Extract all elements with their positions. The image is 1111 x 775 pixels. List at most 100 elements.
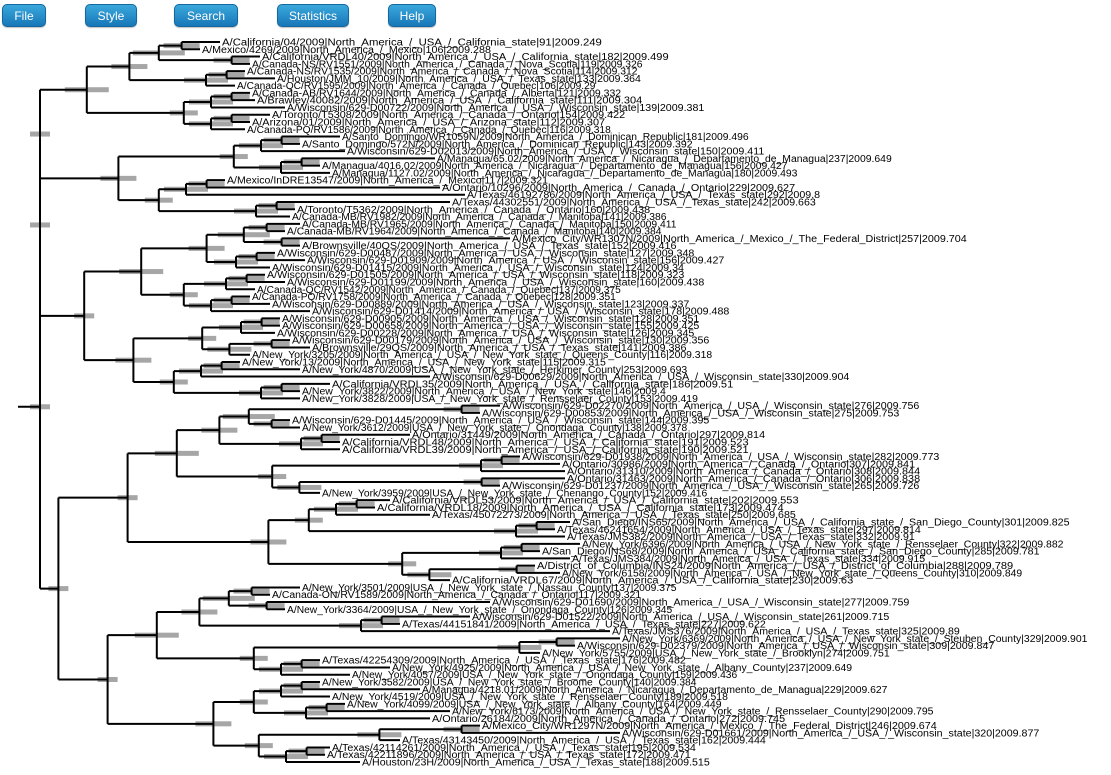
tip-label[interactable]: A/Santo_Domingo/572N/2009|North_America_…: [302, 139, 693, 150]
tip-label[interactable]: A/California/VRDL67/2009|North_America_/…: [452, 576, 854, 587]
tip-label[interactable]: A/Canada-MB/RV1965/2009|North_America_/_…: [302, 219, 677, 230]
tip-label[interactable]: A/Wisconsin/629-D00853/2009|North_Americ…: [482, 408, 900, 419]
tip-label[interactable]: A/Canada-MB/RV1982/2009|North_America_/_…: [292, 212, 667, 223]
tip-label[interactable]: A/Ontario/26184/2009|North_America_/_Can…: [432, 714, 786, 725]
tip-label[interactable]: A/Wisconsin/629-D00179/2009|North_Americ…: [292, 336, 710, 347]
style-menu-button[interactable]: Style: [85, 4, 137, 27]
tip-label[interactable]: A/Managua/4218.01/2009|North_America_/_N…: [422, 685, 888, 696]
statistics-menu-button[interactable]: Statistics: [277, 4, 349, 27]
tip-label[interactable]: A/New_York/3612/2009|USA_/_New_York_stat…: [302, 423, 688, 434]
tip-label[interactable]: A/Texas/44302551/2009|North_America_/_US…: [452, 198, 816, 209]
help-menu-button[interactable]: Help: [388, 4, 436, 27]
tip-label[interactable]: A/Wisconsin/629-D00889/2009|North_Americ…: [272, 299, 690, 310]
tip-label[interactable]: A/New_York/6396/2009|North_America_/_USA…: [582, 539, 1064, 550]
tip-label[interactable]: A/Managua/4016.02/2009|North_America_/_N…: [322, 161, 788, 172]
tip-label[interactable]: A/Canada-QC/RV1542/2009|North_America_/_…: [257, 285, 621, 296]
tip-label[interactable]: A/New_York/3959/2009|USA_/_New_York_stat…: [322, 488, 708, 499]
tip-label[interactable]: A/Texas/44151841/2009|North_America_/_US…: [402, 619, 766, 630]
tip-label[interactable]: A/New_York/4925/2009|North_America_/_USA…: [392, 663, 853, 674]
tip-label[interactable]: A/New_York/3582/2009|USA_/_New_York_stat…: [322, 678, 697, 689]
tip-label[interactable]: A/San_Diego/INS65/2009|North_America_/_U…: [572, 518, 1070, 529]
tip-label[interactable]: A/Ontario/31449/2009|North_America_/_Can…: [412, 430, 766, 441]
tip-label[interactable]: A/New_York/4519/2009|USA_/_New_York_stat…: [332, 692, 728, 703]
tip-label[interactable]: A/Wisconsin/629-D01522/2009|North_Americ…: [472, 612, 890, 623]
tip-label[interactable]: A/Managua/65.02/2009|North_America_/_Nic…: [437, 154, 892, 165]
tip-label[interactable]: A/Houston/JMM_10/2009|North_America_/_US…: [277, 74, 641, 85]
tip-label[interactable]: A/Canada-AB/RV1644/2009|North_America_/_…: [252, 88, 622, 99]
tip-label[interactable]: A/Managua/1127.02/2009|North_America_/_N…: [332, 168, 798, 179]
tip-label[interactable]: A/Canada-MB/RV1964/2009|North_America_/_…: [287, 227, 662, 238]
tip-label[interactable]: A/California/VRDL40/2009|North_America_/…: [262, 52, 669, 63]
tip-label[interactable]: A/California/VRDL18/2009|North_America_/…: [377, 503, 784, 514]
tip-label[interactable]: A/New_York/5755/2009|USA_/_New_York_stat…: [542, 648, 890, 659]
tip-label[interactable]: A/New_York/13/2009|North_America_/_USA_/…: [242, 358, 606, 369]
tip-label[interactable]: A/Wisconsin/629-D02379/2009|North_Americ…: [577, 641, 995, 652]
tip-label[interactable]: A/Texas/43143450/2009|North_America_/_US…: [402, 736, 766, 747]
tip-label[interactable]: A/Brownsville/40QS/2009|North_America_/_…: [302, 241, 677, 252]
tip-label[interactable]: A/Texas/42254309/2009|North_America_/_US…: [322, 656, 686, 667]
tip-label[interactable]: A/Arizona/01/2009|North_America_/_USA_/_…: [252, 118, 606, 129]
tip-label[interactable]: A/Texas/JMS384/2009|North_America_/_USA_…: [572, 554, 926, 565]
tip-label[interactable]: A/New_York/4057/2009|USA_/_New_York_stat…: [352, 670, 738, 681]
tip-label[interactable]: A/New_York/6158/2009|North_America_/_USA…: [562, 568, 1023, 579]
tip-label[interactable]: A/Toronto/T5362/2009|North_America_/_Can…: [297, 205, 651, 216]
tip-label[interactable]: A/Wisconsin/629-D01938/2009|North_Americ…: [522, 452, 940, 463]
tip-label[interactable]: A/Canada-QC/RV1595/2009|North_America_/_…: [237, 81, 596, 92]
tip-label[interactable]: A/Texas/46241654/2009|North_America_/_US…: [557, 525, 921, 536]
tip-label[interactable]: A/Wisconsin/629-D00722/2009|North_Americ…: [287, 103, 705, 114]
tip-label[interactable]: A/Wisconsin/629-D01199/2009|North_Americ…: [287, 278, 705, 289]
tip-label[interactable]: A/New_York/3205/2009|North_America_/_USA…: [252, 350, 713, 361]
tip-label[interactable]: A/Canada-ON/RV1589/2009|North_America_/_…: [272, 590, 642, 601]
tip-label[interactable]: A/California/VRDL48/2009|North_America_/…: [342, 438, 749, 449]
tip-label[interactable]: A/Wisconsin/629-D00228/2009|North_Americ…: [277, 328, 695, 339]
tip-label[interactable]: A/Wisconsin/629-D00487/2009|North_Americ…: [277, 248, 695, 259]
tip-label[interactable]: A/District_of_Columbia/INS24/2009|North_…: [537, 561, 1014, 572]
tip-label[interactable]: A/Mexico/4269/2009|North_America_/_Mexic…: [202, 45, 491, 56]
tip-label[interactable]: A/Texas/45072273/2009|North_America_/_US…: [432, 510, 796, 521]
tip-label[interactable]: A/New_York/3828/2009|USA_/_New_York_stat…: [302, 394, 698, 405]
tip-label[interactable]: A/Canada-PQ/RV1586/2009|North_America_/_…: [247, 125, 611, 136]
tip-label[interactable]: A/California/VRDL39/2009|North_America_/…: [342, 445, 749, 456]
tip-label[interactable]: A/New_York/6369/2009|North_America_/_USA…: [622, 634, 1088, 645]
tip-label[interactable]: A/New_York/3501/2009|USA_/_New_York_stat…: [302, 583, 677, 594]
tip-label[interactable]: A/Brownsville/29QS/2009|North_America_/_…: [312, 343, 687, 354]
tip-label[interactable]: A/Wisconsin/629-D01661/2009|North_Americ…: [622, 728, 1040, 739]
tip-label[interactable]: A/Brawley/40082/2009|North_America_/_USA…: [257, 96, 643, 107]
tip-label[interactable]: A/Texas/42211896/2009|North_America_/_US…: [327, 750, 691, 761]
tip-label[interactable]: A/California/VRDL35/2009|North_America_/…: [332, 379, 734, 390]
tip-label[interactable]: A/Ontario/30986/2009|North_America_/_Can…: [562, 459, 916, 470]
tip-label[interactable]: A/Wisconsin/629-D01414/2009|North_Americ…: [312, 307, 730, 318]
tip-label[interactable]: A/New_York/3822/2009|North_America_/_USA…: [302, 387, 666, 398]
tip-label[interactable]: A/Texas/46192786/2009|North_America_/_US…: [467, 190, 821, 201]
file-menu-button[interactable]: File: [2, 4, 46, 27]
tip-label[interactable]: A/San_Diego/INS68/2009|North_America_/_U…: [542, 547, 1040, 558]
tip-label[interactable]: A/Canada-PQ/RV1758/2009|North_America_/_…: [252, 292, 616, 303]
tip-label[interactable]: A/Texas/JMS382/2009|North_America_/_USA_…: [567, 532, 915, 543]
tip-label[interactable]: A/Wisconsin/629-D01690/2009|North_Americ…: [492, 598, 910, 609]
tip-label[interactable]: A/Ontario/10296/2009|North_America_/_Can…: [442, 183, 796, 194]
tip-label[interactable]: A/California/VRDL53/2009|North_America_/…: [392, 496, 799, 507]
tip-label[interactable]: A/Wisconsin/629-D01445/2009|North_Americ…: [292, 416, 710, 427]
search-menu-button[interactable]: Search: [174, 4, 238, 27]
tip-label[interactable]: A/Canada-NS/RV1551/2009|North_America_/_…: [252, 59, 643, 70]
tip-label[interactable]: A/New_York/4099/2009|USA_/_New_York_stat…: [347, 699, 722, 710]
tip-label[interactable]: A/Toronto/T5308/2009|North_America_/_Can…: [272, 110, 626, 121]
tip-label[interactable]: A/California/04/2009|North_America_/_USA…: [222, 38, 602, 49]
phylogenetic-tree[interactable]: A/California/04/2009|North_America_/_USA…: [0, 34, 1111, 775]
tip-label[interactable]: A/Santo_Domingo/WR1059N/2009|North_Ameri…: [342, 132, 749, 143]
tip-label[interactable]: A/New_York/4870/2009|USA_/_New_York_stat…: [302, 365, 688, 376]
tip-label[interactable]: A/Mexico_City/WR1297N/2009|North_America…: [482, 721, 937, 732]
tip-label[interactable]: A/New_York/6173/2009|North_America_/_USA…: [452, 707, 934, 718]
tip-label[interactable]: A/Texas/JMS376/2009|North_America_/_USA_…: [612, 627, 960, 638]
tip-label[interactable]: A/Wisconsin/629-D01505/2009|North_Americ…: [267, 270, 685, 281]
tip-label[interactable]: A/Wisconsin/629-D00905/2009|North_Americ…: [282, 314, 700, 325]
tip-label[interactable]: A/Houston/23H/2009|North_America_/_USA_/…: [362, 758, 710, 769]
tip-label[interactable]: A/Mexico/InDRE13547/2009|North_America_/…: [227, 176, 548, 187]
tip-label[interactable]: A/Wisconsin/629-D00658/2009|North_Americ…: [282, 321, 700, 332]
tip-label[interactable]: A/Ontario/31310/2009|North_America_/_Can…: [567, 467, 921, 478]
tip-label[interactable]: A/Ontario/31463/2009|North_America_/_Can…: [567, 474, 921, 485]
tip-label[interactable]: A/Wisconsin/629-D01415/2009|North_Americ…: [272, 263, 684, 274]
tip-label[interactable]: A/Canada-NS/RV1535/2009|North_America_/_…: [247, 67, 638, 78]
tip-label[interactable]: A/Texas/42114261/2009|North_America_/_US…: [332, 743, 696, 754]
tip-label[interactable]: A/Mexico_City/WR1307N/2009|North_America…: [512, 234, 967, 245]
